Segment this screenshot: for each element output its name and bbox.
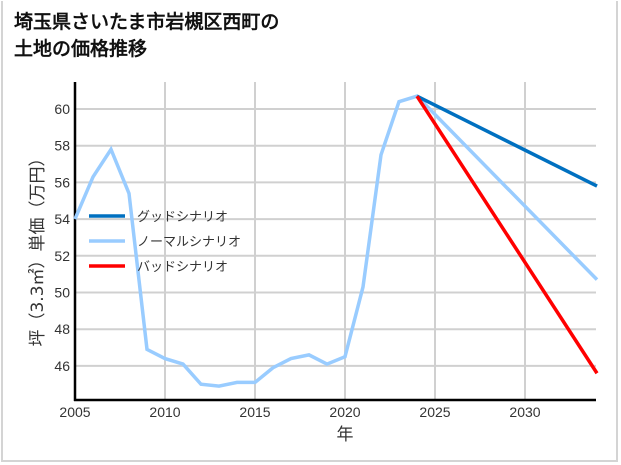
y-tick-label: 46 (54, 358, 70, 374)
y-tick-label: 52 (54, 248, 70, 264)
x-tick-label: 2010 (149, 404, 180, 420)
legend-label: ノーマルシナリオ (137, 235, 241, 250)
x-tick-label: 2025 (419, 404, 450, 420)
x-axis-label: 年 (337, 425, 354, 445)
x-tick-label: 2030 (509, 404, 540, 420)
series-line (416, 94, 598, 188)
y-tick-label: 48 (54, 321, 70, 337)
x-tick-label: 2015 (239, 404, 270, 420)
y-tick-label: 56 (54, 174, 70, 190)
y-tick-label: 50 (54, 285, 70, 301)
title-line-2: 土地の価格推移 (14, 38, 148, 60)
y-axis-label: 坪（3.3㎡）単価（万円） (28, 149, 48, 346)
legend-label: バッドシナリオ (137, 260, 228, 275)
y-tick-label: 54 (54, 211, 70, 227)
legend-label: グッドシナリオ (137, 210, 228, 225)
y-tick-label: 60 (54, 101, 70, 117)
x-tick-label: 2005 (59, 404, 90, 420)
chart-title: 埼玉県さいたま市岩槻区西町の 土地の価格推移 (14, 9, 279, 63)
y-tick-label: 58 (54, 138, 70, 154)
x-tick-label: 2020 (329, 404, 360, 420)
series-line (73, 94, 599, 388)
series-line (415, 95, 599, 375)
title-line-1: 埼玉県さいたま市岩槻区西町の (14, 11, 280, 33)
